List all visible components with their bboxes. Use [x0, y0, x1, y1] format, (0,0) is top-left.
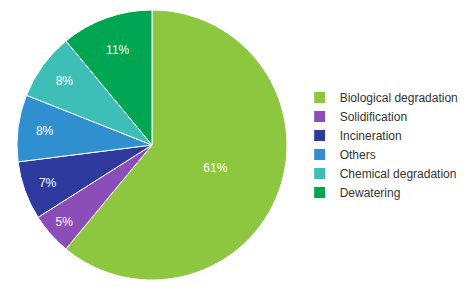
svg-text:61%: 61% — [203, 161, 227, 175]
svg-text:Biological degradation: Biological degradation — [340, 91, 458, 105]
svg-text:8%: 8% — [36, 124, 54, 138]
svg-text:Others: Others — [340, 148, 376, 162]
svg-text:Incineration: Incineration — [340, 129, 402, 143]
svg-text:Chemical degradation: Chemical degradation — [340, 167, 457, 181]
svg-text:8%: 8% — [56, 74, 74, 88]
svg-text:5%: 5% — [56, 215, 74, 229]
svg-text:Dewatering: Dewatering — [340, 186, 401, 200]
svg-text:Solidification: Solidification — [340, 110, 407, 124]
svg-text:11%: 11% — [106, 43, 129, 57]
svg-text:7%: 7% — [39, 176, 57, 190]
